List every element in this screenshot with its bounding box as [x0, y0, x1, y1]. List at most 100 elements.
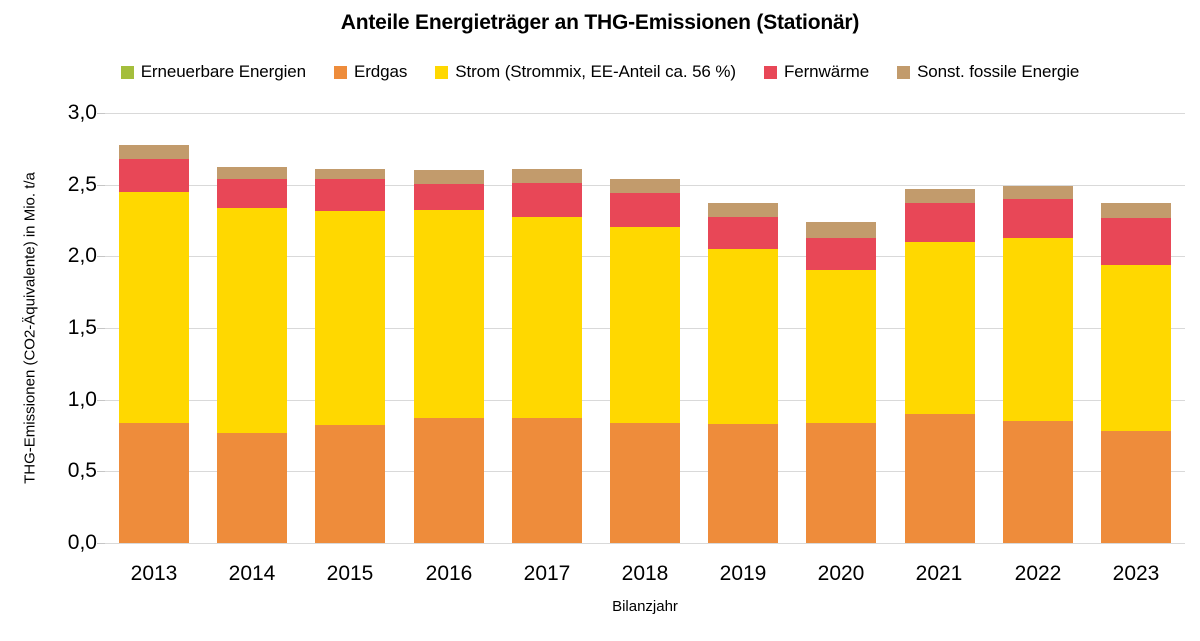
chart-legend: Erneuerbare Energien Erdgas Strom (Strommi… — [0, 59, 1200, 85]
bar-segment-sonst-fossile-energie — [217, 167, 287, 179]
y-tick-mark — [97, 471, 105, 472]
bar-segment-fernw-rme — [1101, 218, 1171, 265]
x-tick-label: 2019 — [719, 562, 767, 585]
legend-item: Erdgas — [333, 62, 408, 82]
bar-segment-erdgas — [414, 418, 484, 543]
bar-2016 — [414, 170, 484, 543]
bar-segment-erdgas — [512, 418, 582, 543]
bar-segment-sonst-fossile-energie — [1101, 203, 1171, 218]
y-tick-mark — [97, 328, 105, 329]
bar-2015 — [315, 169, 385, 543]
x-tick-label: 2015 — [326, 562, 374, 585]
legend-item: Erneuerbare Energien — [120, 62, 306, 82]
bar-2020 — [806, 222, 876, 543]
bar-segment-erdgas — [708, 424, 778, 543]
y-tick-mark — [97, 113, 105, 114]
bar-2019 — [708, 203, 778, 543]
bar-segment-sonst-fossile-energie — [610, 179, 680, 193]
bar-segment-fernw-rme — [1003, 199, 1073, 238]
legend-swatch-icon — [120, 65, 134, 79]
legend-item: Fernwärme — [763, 62, 870, 82]
y-tick-label: 0,0 — [67, 531, 97, 554]
legend-item: Strom (Strommix, EE-Anteil ca. 56 %) — [435, 62, 736, 82]
bar-segment-strom-strommix-ee-anteil-ca-56 — [1003, 238, 1073, 421]
y-tick-label: 2,0 — [67, 244, 97, 267]
bar-segment-fernw-rme — [512, 183, 582, 217]
bar-segment-sonst-fossile-energie — [806, 222, 876, 238]
bar-segment-sonst-fossile-energie — [1003, 186, 1073, 199]
legend-label: Strom (Strommix, EE-Anteil ca. 56 %) — [455, 62, 736, 81]
bar-segment-strom-strommix-ee-anteil-ca-56 — [512, 217, 582, 418]
bar-segment-sonst-fossile-energie — [905, 189, 975, 203]
legend-swatch-icon — [763, 65, 777, 79]
bar-segment-erdgas — [905, 414, 975, 543]
bar-segment-strom-strommix-ee-anteil-ca-56 — [414, 210, 484, 418]
legend-swatch-icon — [333, 65, 347, 79]
y-tick-mark — [97, 256, 105, 257]
bar-2018 — [610, 179, 680, 543]
legend-item: Sonst. fossile Energie — [897, 62, 1079, 82]
bar-segment-erdgas — [119, 423, 189, 543]
bar-segment-erdgas — [315, 425, 385, 543]
bar-segment-sonst-fossile-energie — [414, 170, 484, 184]
bar-segment-strom-strommix-ee-anteil-ca-56 — [119, 192, 189, 423]
y-tick-mark — [97, 400, 105, 401]
legend-label: Erneuerbare Energien — [140, 62, 306, 81]
bar-segment-strom-strommix-ee-anteil-ca-56 — [610, 227, 680, 423]
x-tick-label: 2018 — [621, 562, 669, 585]
y-gridline — [105, 113, 1185, 114]
bar-segment-sonst-fossile-energie — [315, 169, 385, 179]
y-tick-mark — [97, 543, 105, 544]
y-gridline — [105, 543, 1185, 544]
x-tick-label: 2023 — [1112, 562, 1160, 585]
bar-segment-fernw-rme — [610, 193, 680, 227]
bar-2013 — [119, 145, 189, 543]
x-tick-label: 2021 — [915, 562, 963, 585]
y-tick-label: 1,5 — [67, 316, 97, 339]
bar-segment-fernw-rme — [414, 184, 484, 210]
x-tick-label: 2017 — [523, 562, 571, 585]
legend-swatch-icon — [435, 65, 449, 79]
x-tick-label: 2020 — [817, 562, 865, 585]
legend-label: Fernwärme — [783, 62, 870, 81]
chart-title: Anteile Energieträger an THG-Emissionen … — [340, 11, 860, 34]
bar-segment-fernw-rme — [119, 159, 189, 192]
legend-label: Sonst. fossile Energie — [917, 62, 1080, 81]
legend-swatch-icon — [897, 65, 911, 79]
bar-segment-strom-strommix-ee-anteil-ca-56 — [905, 242, 975, 414]
bar-2014 — [217, 167, 287, 543]
x-axis-title: Bilanzjahr — [612, 598, 678, 615]
bar-segment-strom-strommix-ee-anteil-ca-56 — [217, 208, 287, 433]
bar-segment-fernw-rme — [708, 217, 778, 249]
x-tick-label: 2016 — [425, 562, 473, 585]
bar-segment-erdgas — [610, 423, 680, 543]
bar-segment-sonst-fossile-energie — [708, 203, 778, 217]
bar-segment-fernw-rme — [315, 179, 385, 211]
y-tick-label: 2,5 — [67, 173, 97, 196]
bar-2023 — [1101, 203, 1171, 543]
bar-2022 — [1003, 186, 1073, 543]
bar-segment-fernw-rme — [905, 203, 975, 242]
y-tick-label: 1,0 — [67, 388, 97, 411]
bar-segment-erdgas — [1003, 421, 1073, 543]
y-tick-mark — [97, 185, 105, 186]
bar-segment-erdgas — [1101, 431, 1171, 543]
bar-2017 — [512, 169, 582, 543]
bar-segment-strom-strommix-ee-anteil-ca-56 — [708, 249, 778, 424]
x-tick-label: 2014 — [228, 562, 276, 585]
bar-2021 — [905, 189, 975, 543]
bar-segment-sonst-fossile-energie — [119, 145, 189, 159]
y-tick-label: 3,0 — [67, 101, 97, 124]
y-tick-label: 0,5 — [67, 459, 97, 482]
bar-segment-fernw-rme — [217, 179, 287, 208]
bar-segment-fernw-rme — [806, 238, 876, 270]
bar-segment-strom-strommix-ee-anteil-ca-56 — [806, 270, 876, 423]
bar-segment-erdgas — [806, 423, 876, 543]
x-tick-label: 2013 — [130, 562, 178, 585]
bar-segment-sonst-fossile-energie — [512, 169, 582, 183]
legend-label: Erdgas — [353, 62, 408, 81]
bar-segment-erdgas — [217, 433, 287, 543]
x-tick-label: 2022 — [1014, 562, 1062, 585]
